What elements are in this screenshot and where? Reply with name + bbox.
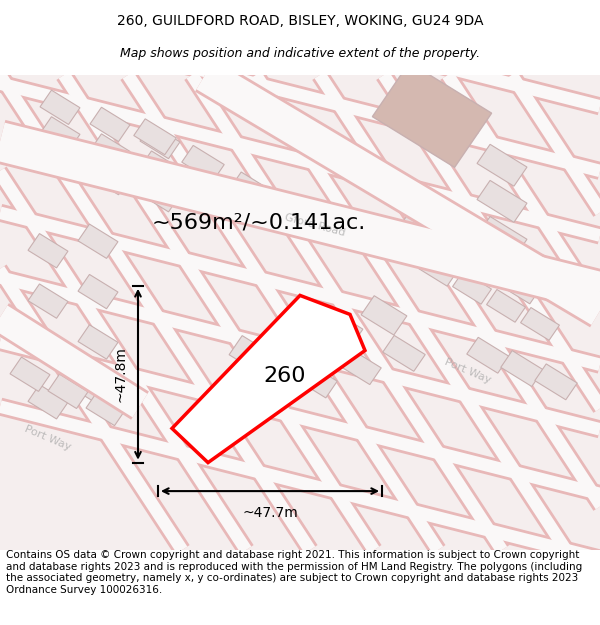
Polygon shape xyxy=(134,119,176,155)
Polygon shape xyxy=(487,289,526,322)
Polygon shape xyxy=(383,336,425,371)
Polygon shape xyxy=(78,224,118,258)
Polygon shape xyxy=(182,146,224,181)
Polygon shape xyxy=(90,161,130,195)
Polygon shape xyxy=(273,322,319,362)
Polygon shape xyxy=(78,325,118,359)
Polygon shape xyxy=(140,124,180,159)
Polygon shape xyxy=(28,384,68,419)
Polygon shape xyxy=(140,151,180,185)
Text: Contains OS data © Crown copyright and database right 2021. This information is : Contains OS data © Crown copyright and d… xyxy=(6,550,582,595)
Polygon shape xyxy=(295,362,337,398)
Polygon shape xyxy=(467,338,509,373)
Polygon shape xyxy=(10,357,50,391)
Text: Port Way: Port Way xyxy=(443,357,493,386)
Polygon shape xyxy=(431,232,473,268)
Text: Port Way: Port Way xyxy=(23,424,73,452)
Polygon shape xyxy=(28,284,68,318)
Polygon shape xyxy=(40,90,80,124)
Polygon shape xyxy=(361,296,407,335)
Polygon shape xyxy=(465,250,507,286)
Polygon shape xyxy=(535,364,577,400)
Text: 260, GUILDFORD ROAD, BISLEY, WOKING, GU24 9DA: 260, GUILDFORD ROAD, BISLEY, WOKING, GU2… xyxy=(117,14,483,28)
Polygon shape xyxy=(78,274,118,309)
Polygon shape xyxy=(40,117,80,151)
Polygon shape xyxy=(317,309,363,348)
Polygon shape xyxy=(499,268,541,304)
Polygon shape xyxy=(230,172,272,208)
Text: Map shows position and indicative extent of the property.: Map shows position and indicative extent… xyxy=(120,48,480,61)
Polygon shape xyxy=(521,308,559,340)
Polygon shape xyxy=(140,177,180,212)
Polygon shape xyxy=(339,349,381,384)
Text: ~47.8m: ~47.8m xyxy=(114,346,128,403)
Polygon shape xyxy=(28,234,68,268)
Polygon shape xyxy=(477,144,527,186)
Polygon shape xyxy=(452,271,491,304)
Polygon shape xyxy=(397,214,439,250)
Polygon shape xyxy=(419,253,457,286)
Polygon shape xyxy=(229,336,275,375)
Polygon shape xyxy=(48,374,88,409)
Polygon shape xyxy=(86,391,126,426)
Polygon shape xyxy=(251,375,293,411)
Text: ~569m²/~0.141ac.: ~569m²/~0.141ac. xyxy=(152,213,366,232)
Polygon shape xyxy=(477,216,527,258)
Polygon shape xyxy=(40,143,80,177)
Polygon shape xyxy=(373,62,491,168)
Polygon shape xyxy=(501,351,543,386)
Polygon shape xyxy=(90,107,130,141)
Text: Gford Road: Gford Road xyxy=(284,213,346,238)
Polygon shape xyxy=(477,181,527,222)
Polygon shape xyxy=(172,296,365,462)
Text: ~47.7m: ~47.7m xyxy=(242,506,298,520)
Polygon shape xyxy=(90,134,130,168)
Polygon shape xyxy=(78,375,118,409)
Polygon shape xyxy=(28,334,68,369)
Text: 260: 260 xyxy=(264,366,306,386)
